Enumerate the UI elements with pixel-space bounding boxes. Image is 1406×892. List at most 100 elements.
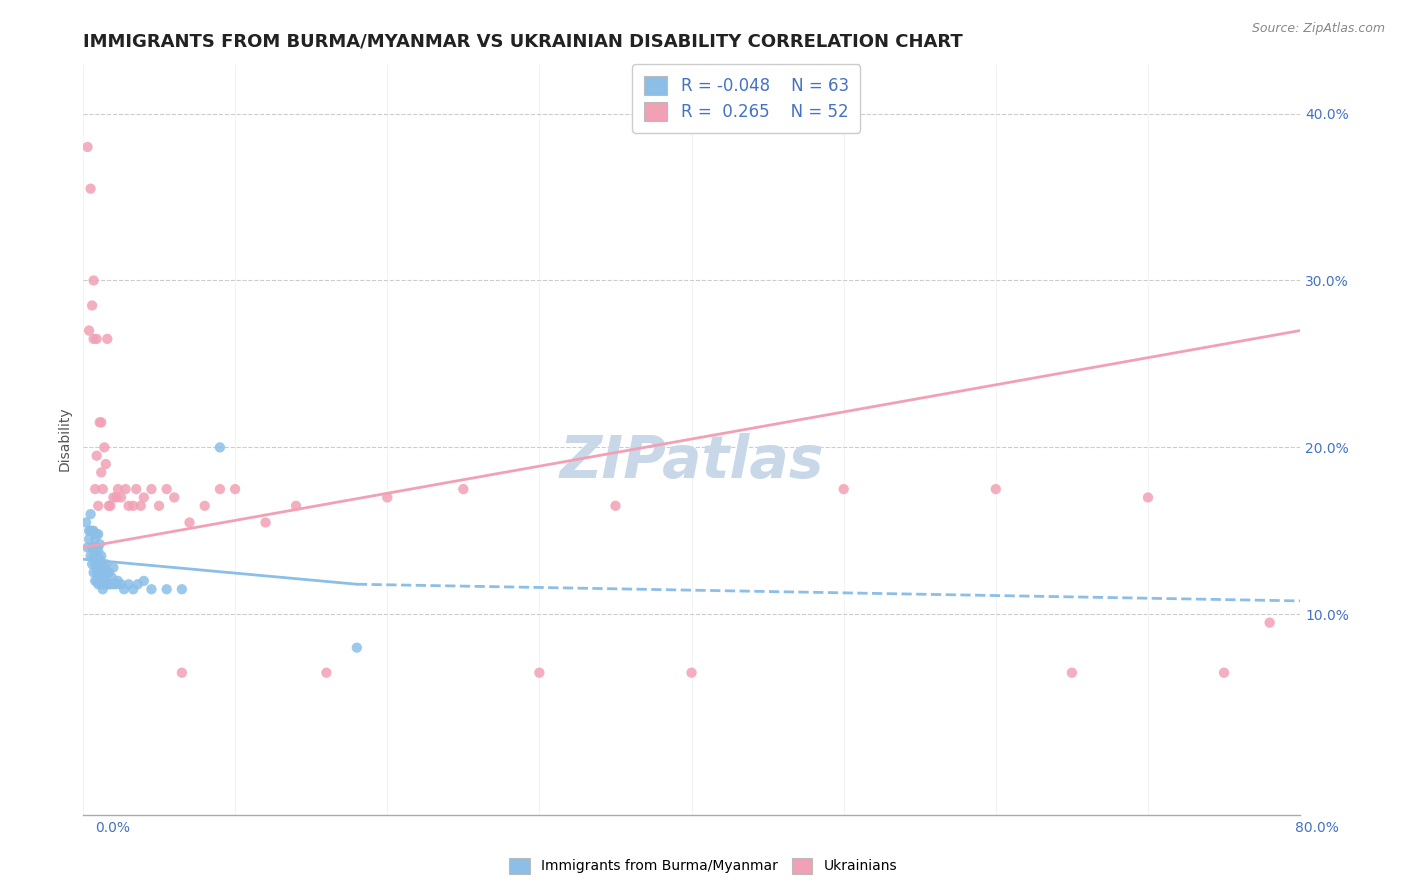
Point [103, 577, 125, 591]
Point [93, 560, 115, 574]
Point [75, 516, 97, 530]
Point [105, 491, 128, 505]
Point [94, 574, 117, 588]
Point [208, 482, 231, 496]
Point [82, 299, 104, 313]
Point [1060, 665, 1083, 680]
Point [90, 415, 112, 429]
Point [90, 466, 112, 480]
Point [984, 482, 1007, 496]
Point [79, 549, 101, 563]
Point [681, 665, 703, 680]
Point [129, 499, 152, 513]
Point [156, 482, 179, 496]
Point [156, 582, 179, 597]
Point [91, 482, 114, 496]
Point [103, 560, 125, 574]
Point [254, 516, 277, 530]
Point [84, 558, 107, 572]
Y-axis label: Disability: Disability [58, 407, 72, 471]
Point [117, 499, 139, 513]
Point [605, 499, 627, 513]
Point [832, 482, 855, 496]
Point [141, 482, 163, 496]
Point [90, 577, 112, 591]
Point [89, 560, 111, 574]
Point [79, 182, 101, 196]
Point [86, 541, 108, 555]
Point [83, 549, 105, 563]
Point [125, 482, 148, 496]
Point [91, 582, 114, 597]
Point [122, 582, 145, 597]
Legend: Immigrants from Burma/Myanmar, Ukrainians: Immigrants from Burma/Myanmar, Ukrainian… [502, 851, 904, 880]
Point [122, 499, 145, 513]
Point [83, 332, 105, 346]
Point [110, 577, 132, 591]
Point [107, 482, 129, 496]
Point [94, 558, 117, 572]
Point [83, 541, 105, 555]
Point [79, 507, 101, 521]
Point [87, 558, 110, 572]
Point [96, 577, 118, 591]
Point [170, 665, 193, 680]
Point [346, 640, 368, 655]
Point [83, 566, 105, 580]
Point [86, 558, 108, 572]
Point [90, 566, 112, 580]
Point [107, 574, 129, 588]
Point [114, 482, 136, 496]
Point [375, 491, 398, 505]
Point [87, 566, 110, 580]
Point [91, 570, 114, 584]
Point [110, 491, 132, 505]
Point [89, 552, 111, 566]
Point [208, 441, 231, 455]
Point [89, 574, 111, 588]
Point [89, 537, 111, 551]
Text: 80.0%: 80.0% [1295, 821, 1339, 835]
Point [179, 516, 201, 530]
Point [79, 524, 101, 538]
Point [86, 574, 108, 588]
Point [89, 415, 111, 429]
Point [84, 482, 107, 496]
Point [86, 566, 108, 580]
Point [97, 566, 120, 580]
Point [76, 140, 98, 154]
Point [96, 566, 118, 580]
Point [87, 577, 110, 591]
Point [529, 665, 551, 680]
Point [90, 549, 112, 563]
Point [1136, 491, 1159, 505]
Point [77, 532, 100, 546]
Point [97, 499, 120, 513]
Point [84, 574, 107, 588]
Point [86, 449, 108, 463]
Point [83, 524, 105, 538]
Point [453, 482, 475, 496]
Text: IMMIGRANTS FROM BURMA/MYANMAR VS UKRAINIAN DISABILITY CORRELATION CHART: IMMIGRANTS FROM BURMA/MYANMAR VS UKRAINI… [83, 33, 963, 51]
Point [1258, 615, 1281, 630]
Point [170, 582, 193, 597]
Point [83, 273, 105, 287]
Text: Source: ZipAtlas.com: Source: ZipAtlas.com [1251, 22, 1385, 36]
Point [93, 577, 115, 591]
Text: ZIPatlas: ZIPatlas [560, 433, 824, 490]
Point [97, 577, 120, 591]
Point [194, 499, 217, 513]
Text: 0.0%: 0.0% [96, 821, 131, 835]
Point [141, 582, 163, 597]
Point [77, 324, 100, 338]
Point [77, 524, 100, 538]
Point [132, 574, 155, 588]
Point [93, 441, 115, 455]
Point [84, 549, 107, 563]
Point [94, 457, 117, 471]
Point [315, 665, 337, 680]
Point [86, 332, 108, 346]
Point [163, 491, 186, 505]
Point [98, 577, 121, 591]
Point [105, 577, 128, 591]
